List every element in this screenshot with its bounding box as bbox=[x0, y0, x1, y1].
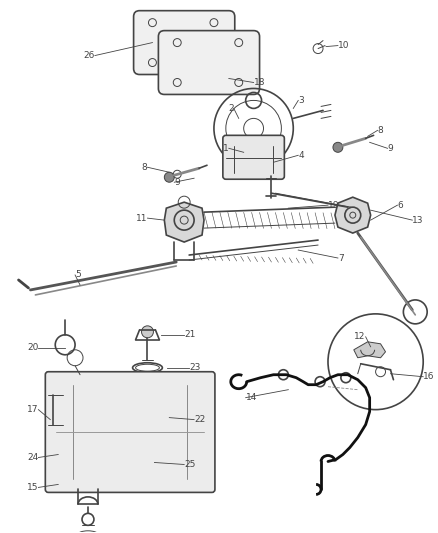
Polygon shape bbox=[164, 202, 204, 242]
Text: 16: 16 bbox=[423, 372, 434, 381]
FancyBboxPatch shape bbox=[45, 372, 215, 492]
Circle shape bbox=[164, 172, 174, 182]
Text: 8: 8 bbox=[378, 126, 383, 135]
Text: 4: 4 bbox=[298, 151, 304, 160]
Text: 23: 23 bbox=[189, 363, 201, 372]
Text: 9: 9 bbox=[388, 144, 393, 153]
Text: 3: 3 bbox=[298, 96, 304, 105]
Text: 26: 26 bbox=[84, 51, 95, 60]
Circle shape bbox=[141, 326, 153, 338]
Text: 25: 25 bbox=[184, 460, 195, 469]
Text: 7: 7 bbox=[338, 254, 344, 263]
Text: 20: 20 bbox=[27, 343, 39, 352]
FancyBboxPatch shape bbox=[134, 11, 235, 75]
Text: 18: 18 bbox=[254, 78, 265, 87]
Polygon shape bbox=[335, 197, 371, 233]
Text: 2: 2 bbox=[228, 104, 234, 113]
Text: 13: 13 bbox=[412, 216, 424, 224]
Text: 8: 8 bbox=[142, 163, 148, 172]
Text: 22: 22 bbox=[194, 415, 205, 424]
Text: 21: 21 bbox=[184, 330, 195, 340]
Text: 17: 17 bbox=[27, 405, 39, 414]
Text: 11: 11 bbox=[136, 214, 148, 223]
Text: 24: 24 bbox=[27, 453, 39, 462]
Text: 5: 5 bbox=[75, 270, 81, 279]
Text: 9: 9 bbox=[174, 177, 180, 187]
Text: 14: 14 bbox=[246, 393, 257, 402]
Circle shape bbox=[333, 142, 343, 152]
Text: 15: 15 bbox=[27, 483, 39, 492]
Text: 1: 1 bbox=[223, 144, 229, 153]
Text: 19: 19 bbox=[328, 200, 339, 209]
FancyBboxPatch shape bbox=[223, 135, 284, 179]
Text: 10: 10 bbox=[338, 41, 350, 50]
Text: 6: 6 bbox=[397, 200, 403, 209]
Polygon shape bbox=[354, 342, 385, 358]
FancyBboxPatch shape bbox=[159, 30, 260, 94]
Text: 12: 12 bbox=[354, 332, 366, 341]
